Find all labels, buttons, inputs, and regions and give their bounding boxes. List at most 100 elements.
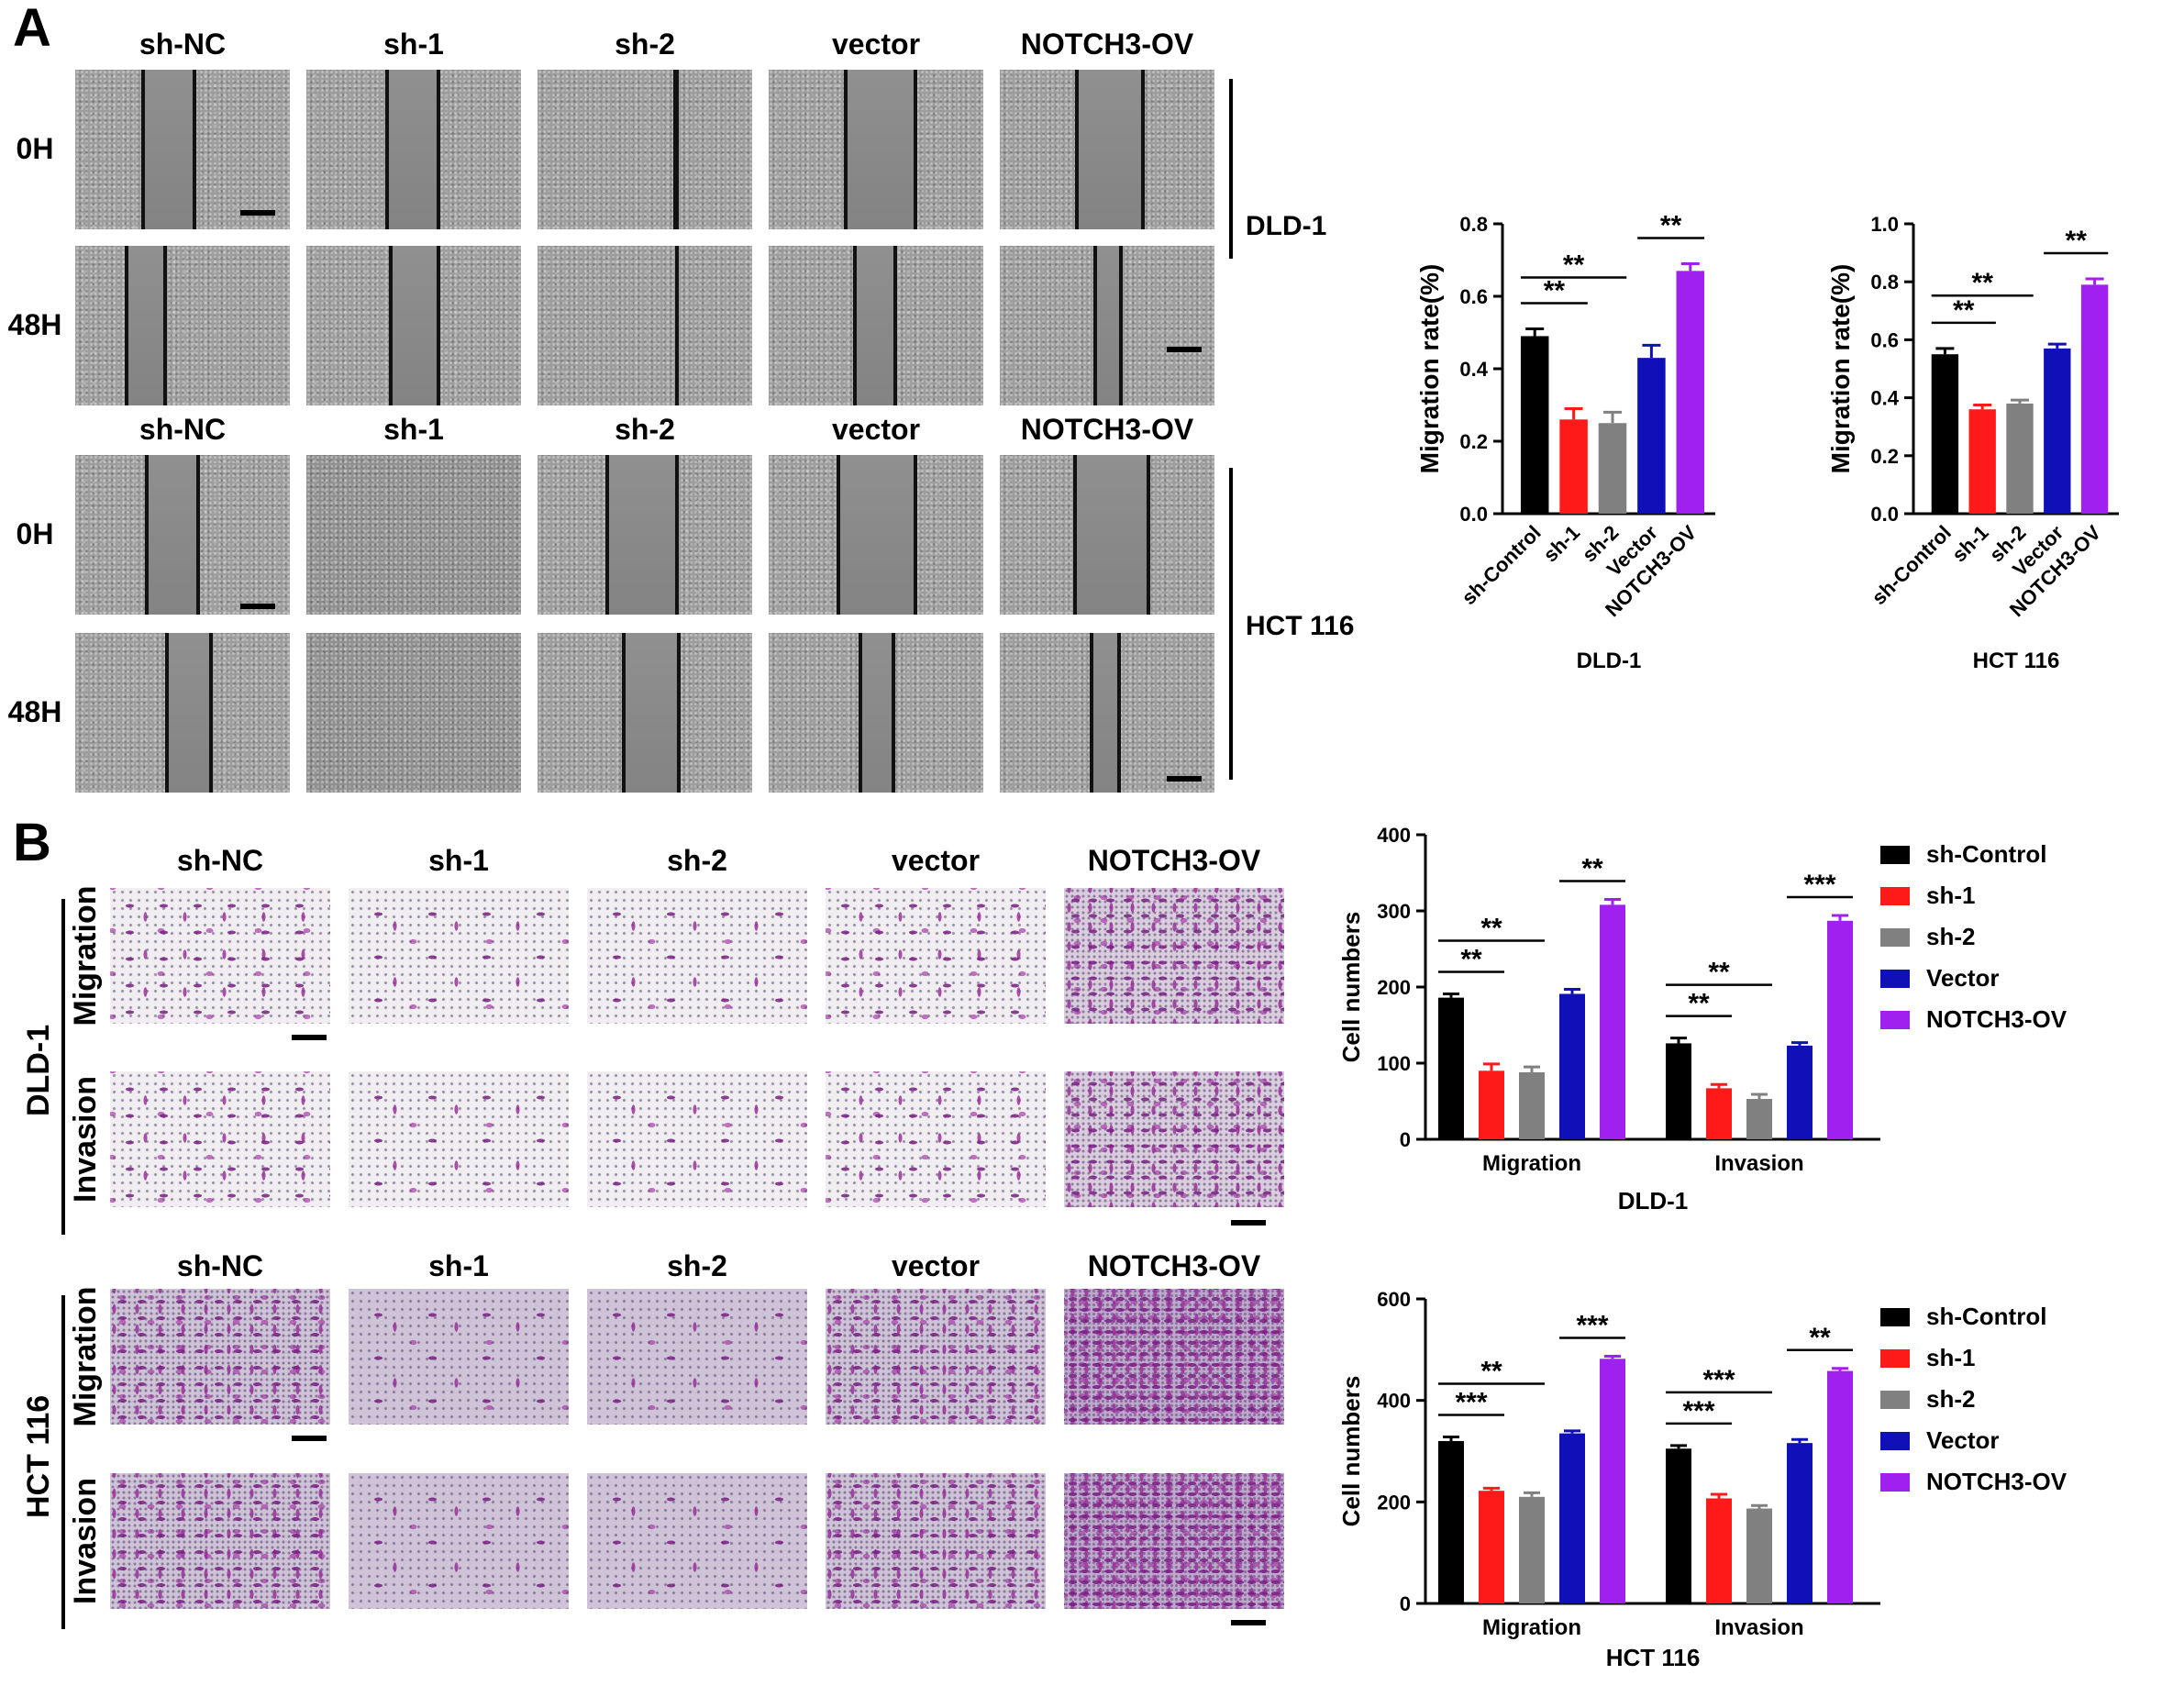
a-col-label: NOTCH3-OV — [1020, 28, 1194, 61]
wound-edge-line — [914, 455, 917, 615]
wound-edge-line — [163, 246, 167, 405]
y-tick-label: 0.2 — [1870, 445, 1899, 468]
wound-image — [769, 633, 983, 793]
a-col-label: NOTCH3-OV — [1020, 413, 1194, 446]
wound-edge-line — [437, 246, 440, 405]
scale-bar — [1167, 776, 1202, 782]
wound-gap — [859, 633, 892, 793]
legend-label: Vector — [1926, 964, 2000, 992]
wound-edge-line — [1141, 70, 1145, 229]
wound-gap — [605, 455, 675, 615]
legend-label: sh-1 — [1926, 1344, 1975, 1371]
transwell-image — [1064, 1289, 1284, 1425]
scale-bar — [292, 1436, 327, 1441]
bar — [1666, 1448, 1691, 1603]
x-tick-label: Invasion — [1714, 1151, 1803, 1176]
wound-edge-line — [389, 246, 393, 405]
a-col-label: sh-NC — [139, 28, 227, 61]
wound-image — [769, 70, 983, 229]
bar — [1746, 1099, 1772, 1139]
bar — [1787, 1443, 1813, 1603]
bar — [1676, 271, 1705, 514]
transwell-image — [1064, 1473, 1284, 1609]
wound-edge-line — [675, 246, 679, 405]
a-col-label: sh-2 — [615, 413, 675, 446]
bar — [1479, 1491, 1504, 1603]
panel-a-letter: A — [13, 0, 51, 58]
significance-label: ** — [1480, 1357, 1502, 1387]
wound-image — [538, 455, 752, 615]
bar — [1827, 1370, 1853, 1603]
bar — [1559, 419, 1588, 514]
transwell-image — [349, 1289, 569, 1425]
y-axis-label: Cell numbers — [1337, 1376, 1365, 1527]
wound-edge-line — [892, 633, 895, 793]
legend-swatch — [1880, 846, 1910, 864]
panel-b-letter: B — [13, 813, 51, 872]
wound-image — [769, 246, 983, 405]
significance-label: ** — [1953, 295, 1975, 326]
bar — [1479, 1070, 1504, 1139]
transwell-image — [826, 1071, 1046, 1207]
significance-label: ** — [2066, 226, 2088, 256]
scale-bar — [1167, 347, 1202, 352]
wound-edge-line — [1119, 246, 1123, 405]
bar — [1746, 1508, 1772, 1603]
legend-label: NOTCH3-OV — [1926, 1005, 2068, 1033]
transwell-image — [587, 888, 807, 1024]
wound-edge-line — [437, 70, 440, 229]
chart-title: DLD-1 — [1618, 1187, 1689, 1215]
wound-edge-line — [193, 70, 196, 229]
bar — [1600, 1359, 1625, 1603]
x-tick-label: sh-Control — [1868, 521, 1956, 609]
chart-title: HCT 116 — [1606, 1644, 1701, 1671]
wound-image — [306, 70, 521, 229]
y-tick-label: 1.0 — [1870, 213, 1899, 236]
y-axis-label: Migration rate(%) — [1826, 264, 1855, 474]
b-row-label: Invasion — [68, 1076, 103, 1203]
b-col-label: NOTCH3-OV — [1087, 844, 1261, 877]
y-tick-label: 0.6 — [1870, 328, 1899, 351]
wound-edge-line — [1117, 633, 1121, 793]
transwell-image — [110, 1473, 330, 1609]
bar — [1520, 336, 1549, 514]
bar — [1931, 354, 1959, 514]
a-col-label: sh-2 — [615, 28, 675, 61]
legend-swatch — [1880, 970, 1910, 988]
wound-gap — [1093, 246, 1119, 405]
y-tick-label: 0.8 — [1870, 271, 1899, 294]
dld1-bracket — [1229, 79, 1233, 259]
wound-gap — [622, 633, 677, 793]
legend-swatch — [1880, 1011, 1910, 1029]
transwell-image — [826, 1473, 1046, 1609]
wound-edge-line — [837, 455, 840, 615]
legend-swatch — [1880, 1349, 1910, 1368]
wound-image — [538, 70, 752, 229]
wound-edge-line — [605, 455, 609, 615]
x-tick-label: sh-1 — [1538, 521, 1584, 567]
bar — [1438, 997, 1464, 1139]
wound-edge-line — [859, 633, 862, 793]
wound-image — [1000, 455, 1214, 615]
b-col-label: sh-1 — [428, 844, 489, 877]
b-col-label: sh-2 — [667, 1249, 727, 1282]
y-tick-label: 400 — [1377, 1390, 1411, 1413]
a-col-label: vector — [831, 28, 921, 61]
wound-image — [538, 246, 752, 405]
chart-a-dld1: 0.0 0.2 0.4 0.6 0.8 Migration rate(%) sh-Contr… — [1415, 210, 1715, 673]
y-tick-label: 0 — [1400, 1592, 1411, 1615]
a-col-label: vector — [831, 413, 921, 446]
chart-title: DLD-1 — [1577, 649, 1642, 673]
x-tick-label: Invasion — [1714, 1615, 1803, 1640]
significance-label: ** — [1544, 276, 1566, 306]
transwell-image — [1064, 1071, 1284, 1207]
wound-edge-line — [677, 633, 681, 793]
transwell-image — [1064, 888, 1284, 1024]
y-tick-label: 0.6 — [1459, 285, 1488, 308]
wound-gap — [844, 70, 914, 229]
bar — [2044, 348, 2071, 514]
wound-gap — [837, 455, 914, 615]
transwell-image — [349, 1071, 569, 1207]
wound-edge-line — [141, 70, 145, 229]
legend-swatch — [1880, 1432, 1910, 1450]
